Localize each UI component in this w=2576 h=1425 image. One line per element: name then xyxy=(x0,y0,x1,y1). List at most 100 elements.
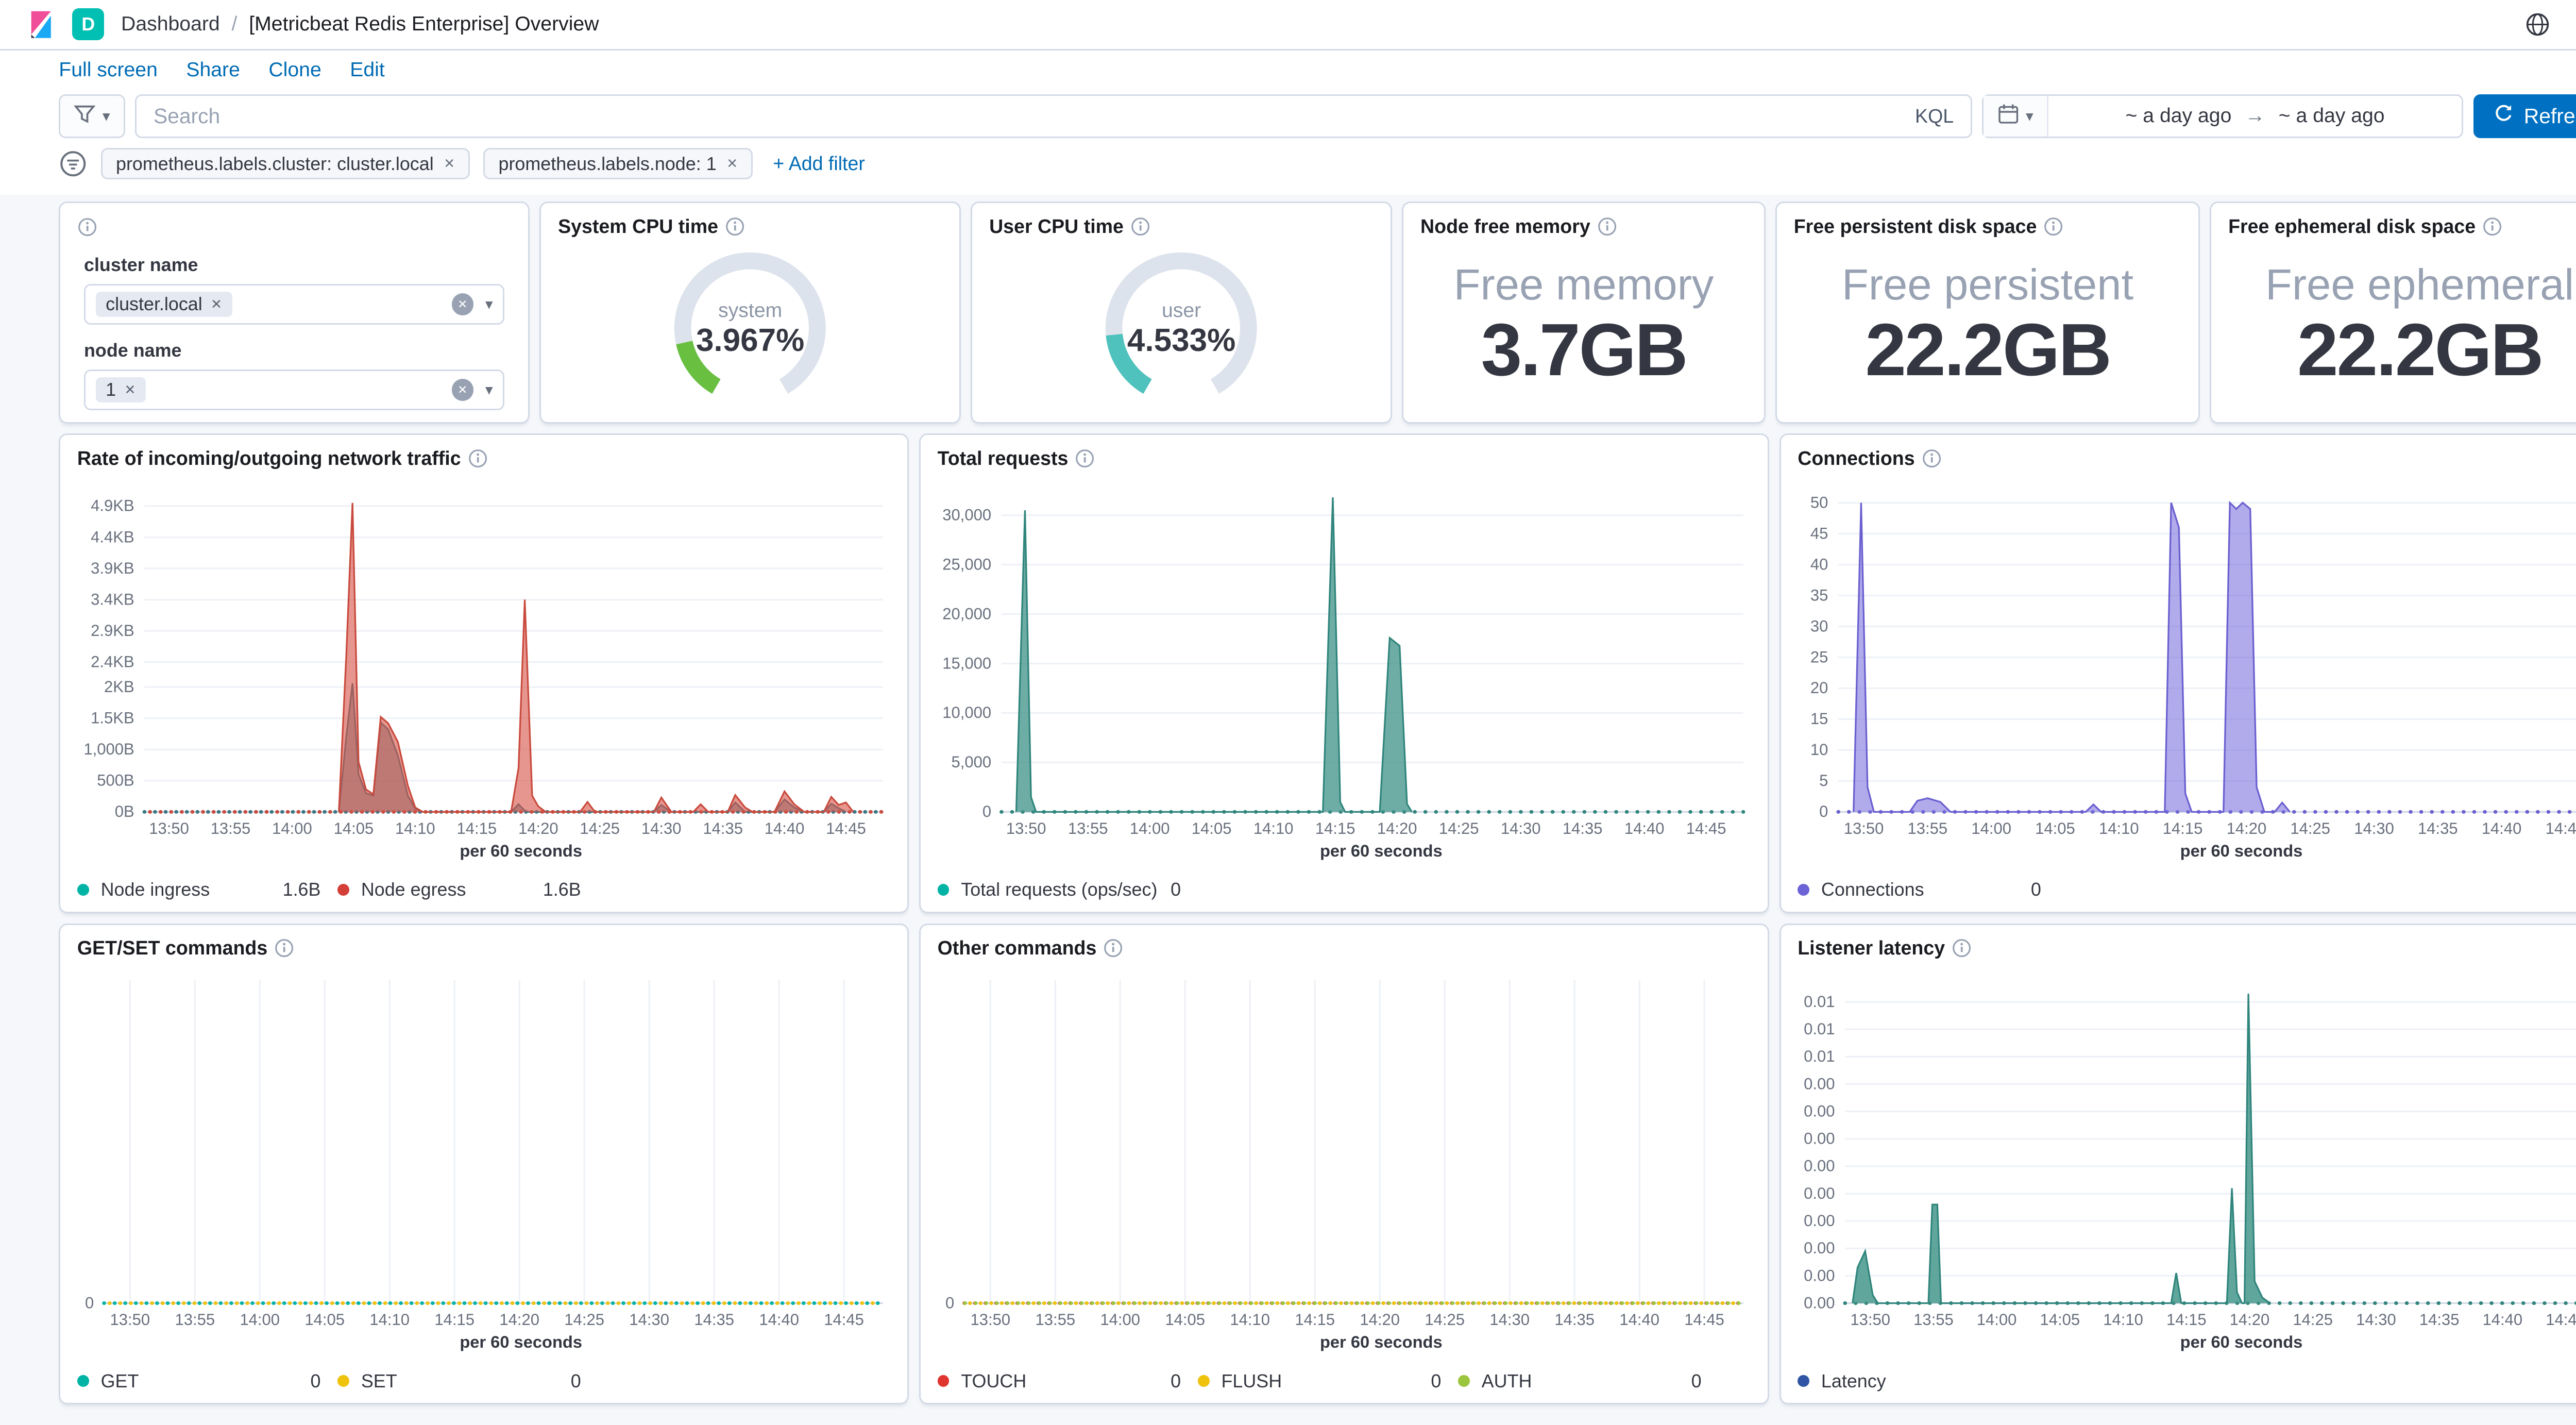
search-input[interactable] xyxy=(137,104,1898,128)
info-icon[interactable] xyxy=(725,216,745,237)
chart-svg: 013:5013:5514:0014:0514:1014:1514:2014:2… xyxy=(60,963,906,1332)
info-icon[interactable] xyxy=(1103,938,1123,958)
legend-dot-icon xyxy=(938,884,950,896)
add-filter-button[interactable]: + Add filter xyxy=(773,153,865,175)
legend-item[interactable]: Node ingress1.6B xyxy=(77,879,337,900)
svg-text:14:00: 14:00 xyxy=(1976,1311,2016,1329)
legend-item[interactable]: AUTH0 xyxy=(1458,1370,1718,1392)
svg-text:4.4KB: 4.4KB xyxy=(91,528,134,546)
panel-system-cpu-time: System CPU time system 3.967% xyxy=(539,202,960,424)
menu-share[interactable]: Share xyxy=(186,59,240,81)
info-icon[interactable] xyxy=(1130,216,1150,237)
svg-text:14:20: 14:20 xyxy=(500,1311,540,1329)
legend-dot-icon xyxy=(77,1375,89,1387)
legend-item[interactable]: Total requests (ops/sec)0 xyxy=(938,879,1198,900)
total-requests-chart[interactable]: 05,00010,00015,00020,00025,00030,00013:5… xyxy=(921,474,1768,841)
filter-pill-node[interactable]: prometheus.labels.node: 1 ✕ xyxy=(483,148,753,179)
svg-text:14:20: 14:20 xyxy=(1360,1311,1400,1329)
svg-text:0B: 0B xyxy=(115,802,134,820)
cluster-name-combobox[interactable]: cluster.local ✕ ✕ ▾ xyxy=(84,284,504,324)
search-bar: KQL xyxy=(135,94,1972,138)
clear-selection-icon[interactable]: ✕ xyxy=(452,293,473,315)
refresh-button[interactable]: Refresh xyxy=(2473,94,2576,138)
query-bar: ▾ KQL ▾ ~ a day ago → ~ a day ago Refre xyxy=(0,89,2576,145)
svg-text:14:05: 14:05 xyxy=(305,1311,345,1329)
info-icon[interactable] xyxy=(1952,938,1972,958)
kibana-logo-icon[interactable] xyxy=(27,10,56,39)
legend-dot-icon xyxy=(337,1375,349,1387)
info-icon[interactable] xyxy=(274,938,294,958)
saved-query-menu-button[interactable]: ▾ xyxy=(59,94,125,138)
menu-clone[interactable]: Clone xyxy=(268,59,321,81)
svg-text:14:40: 14:40 xyxy=(1624,819,1665,837)
svg-text:14:35: 14:35 xyxy=(2419,1311,2459,1329)
svg-text:0.00: 0.00 xyxy=(1804,1130,1835,1148)
clear-selection-icon[interactable]: ✕ xyxy=(452,379,473,400)
token-label: cluster.local xyxy=(106,293,202,315)
svg-text:0.00: 0.00 xyxy=(1804,1294,1835,1312)
remove-token-icon[interactable]: ✕ xyxy=(124,382,135,398)
legend-item[interactable]: Node egress1.6B xyxy=(337,879,598,900)
metric-label: Free persistent xyxy=(1842,259,2133,310)
date-from[interactable]: ~ a day ago xyxy=(2126,105,2232,127)
chart-legend: Latency xyxy=(1781,1357,2576,1403)
panel-free-persistent-disk: Free persistent disk space Free persiste… xyxy=(1775,202,2200,424)
node-name-combobox[interactable]: 1 ✕ ✕ ▾ xyxy=(84,370,504,410)
chevron-down-icon[interactable]: ▾ xyxy=(485,382,493,397)
svg-text:14:00: 14:00 xyxy=(1971,819,2011,837)
svg-text:0.00: 0.00 xyxy=(1804,1212,1835,1230)
legend-item[interactable]: SET0 xyxy=(337,1370,598,1392)
breadcrumb-dashboard[interactable]: Dashboard xyxy=(121,13,220,36)
legend-item[interactable]: FLUSH0 xyxy=(1198,1370,1458,1392)
info-icon[interactable] xyxy=(1075,448,1095,468)
refresh-icon xyxy=(2494,104,2514,129)
svg-text:14:25: 14:25 xyxy=(580,819,620,837)
panel-network-traffic: Rate of incoming/outgoing network traffi… xyxy=(59,433,909,913)
svg-text:0.00: 0.00 xyxy=(1804,1184,1835,1202)
date-to[interactable]: ~ a day ago xyxy=(2279,105,2385,127)
menu-full-screen[interactable]: Full screen xyxy=(59,59,158,81)
x-axis-label: per 60 seconds xyxy=(60,1332,907,1357)
legend-item[interactable]: Connections0 xyxy=(1798,879,2058,900)
filter-menu-icon[interactable] xyxy=(59,149,88,178)
legend-item[interactable]: Latency xyxy=(1798,1370,2058,1392)
svg-text:14:00: 14:00 xyxy=(1100,1311,1140,1329)
svg-text:0.00: 0.00 xyxy=(1804,1239,1835,1257)
legend-label: FLUSH xyxy=(1221,1370,1282,1392)
svg-text:500B: 500B xyxy=(97,771,134,789)
space-badge[interactable]: D xyxy=(72,8,104,40)
panel-other-commands: Other commands 013:5013:5514:0014:0514:1… xyxy=(919,924,1769,1405)
calendar-button[interactable]: ▾ xyxy=(1984,96,2048,137)
svg-text:14:25: 14:25 xyxy=(2293,1311,2333,1329)
svg-text:0: 0 xyxy=(1819,802,1828,820)
legend-dot-icon xyxy=(938,1375,950,1387)
globe-icon[interactable] xyxy=(2525,12,2550,37)
svg-text:0.01: 0.01 xyxy=(1804,1047,1835,1065)
info-icon[interactable] xyxy=(1922,448,1942,468)
remove-filter-icon[interactable]: ✕ xyxy=(444,156,455,172)
svg-text:14:40: 14:40 xyxy=(2482,1311,2522,1329)
remove-token-icon[interactable]: ✕ xyxy=(211,296,222,312)
other-commands-chart[interactable]: 013:5013:5514:0014:0514:1014:1514:2014:2… xyxy=(921,963,1768,1332)
listener-latency-chart[interactable]: 0.000.000.000.000.000.000.000.000.000.01… xyxy=(1781,963,2576,1332)
chevron-down-icon[interactable]: ▾ xyxy=(485,297,493,312)
connections-chart[interactable]: 0510152025303540455013:5013:5514:0014:05… xyxy=(1781,474,2576,841)
kql-button[interactable]: KQL xyxy=(1898,105,1970,127)
menu-edit[interactable]: Edit xyxy=(350,59,385,81)
remove-filter-icon[interactable]: ✕ xyxy=(726,156,738,172)
legend-item[interactable]: TOUCH0 xyxy=(938,1370,1198,1392)
x-axis-label: per 60 seconds xyxy=(60,841,907,866)
date-range[interactable]: ~ a day ago → ~ a day ago xyxy=(2048,105,2462,127)
filter-pill-cluster[interactable]: prometheus.labels.cluster: cluster.local… xyxy=(101,148,470,179)
panel-title: GET/SET commands xyxy=(77,936,267,960)
svg-text:13:50: 13:50 xyxy=(1843,819,1884,837)
info-icon[interactable] xyxy=(468,448,488,468)
get-set-commands-chart[interactable]: 013:5013:5514:0014:0514:1014:1514:2014:2… xyxy=(60,963,907,1332)
legend-item[interactable]: GET0 xyxy=(77,1370,337,1392)
info-icon[interactable] xyxy=(77,217,97,237)
svg-text:20: 20 xyxy=(1810,679,1828,697)
dashboard-menu: Full screen Share Clone Edit xyxy=(0,51,2576,89)
refresh-label: Refresh xyxy=(2524,104,2576,128)
network-traffic-chart[interactable]: 0B500B1,000B1.5KB2KB2.4KB2.9KB3.4KB3.9KB… xyxy=(60,474,907,841)
breadcrumb: Dashboard / [Metricbeat Redis Enterprise… xyxy=(121,13,599,36)
